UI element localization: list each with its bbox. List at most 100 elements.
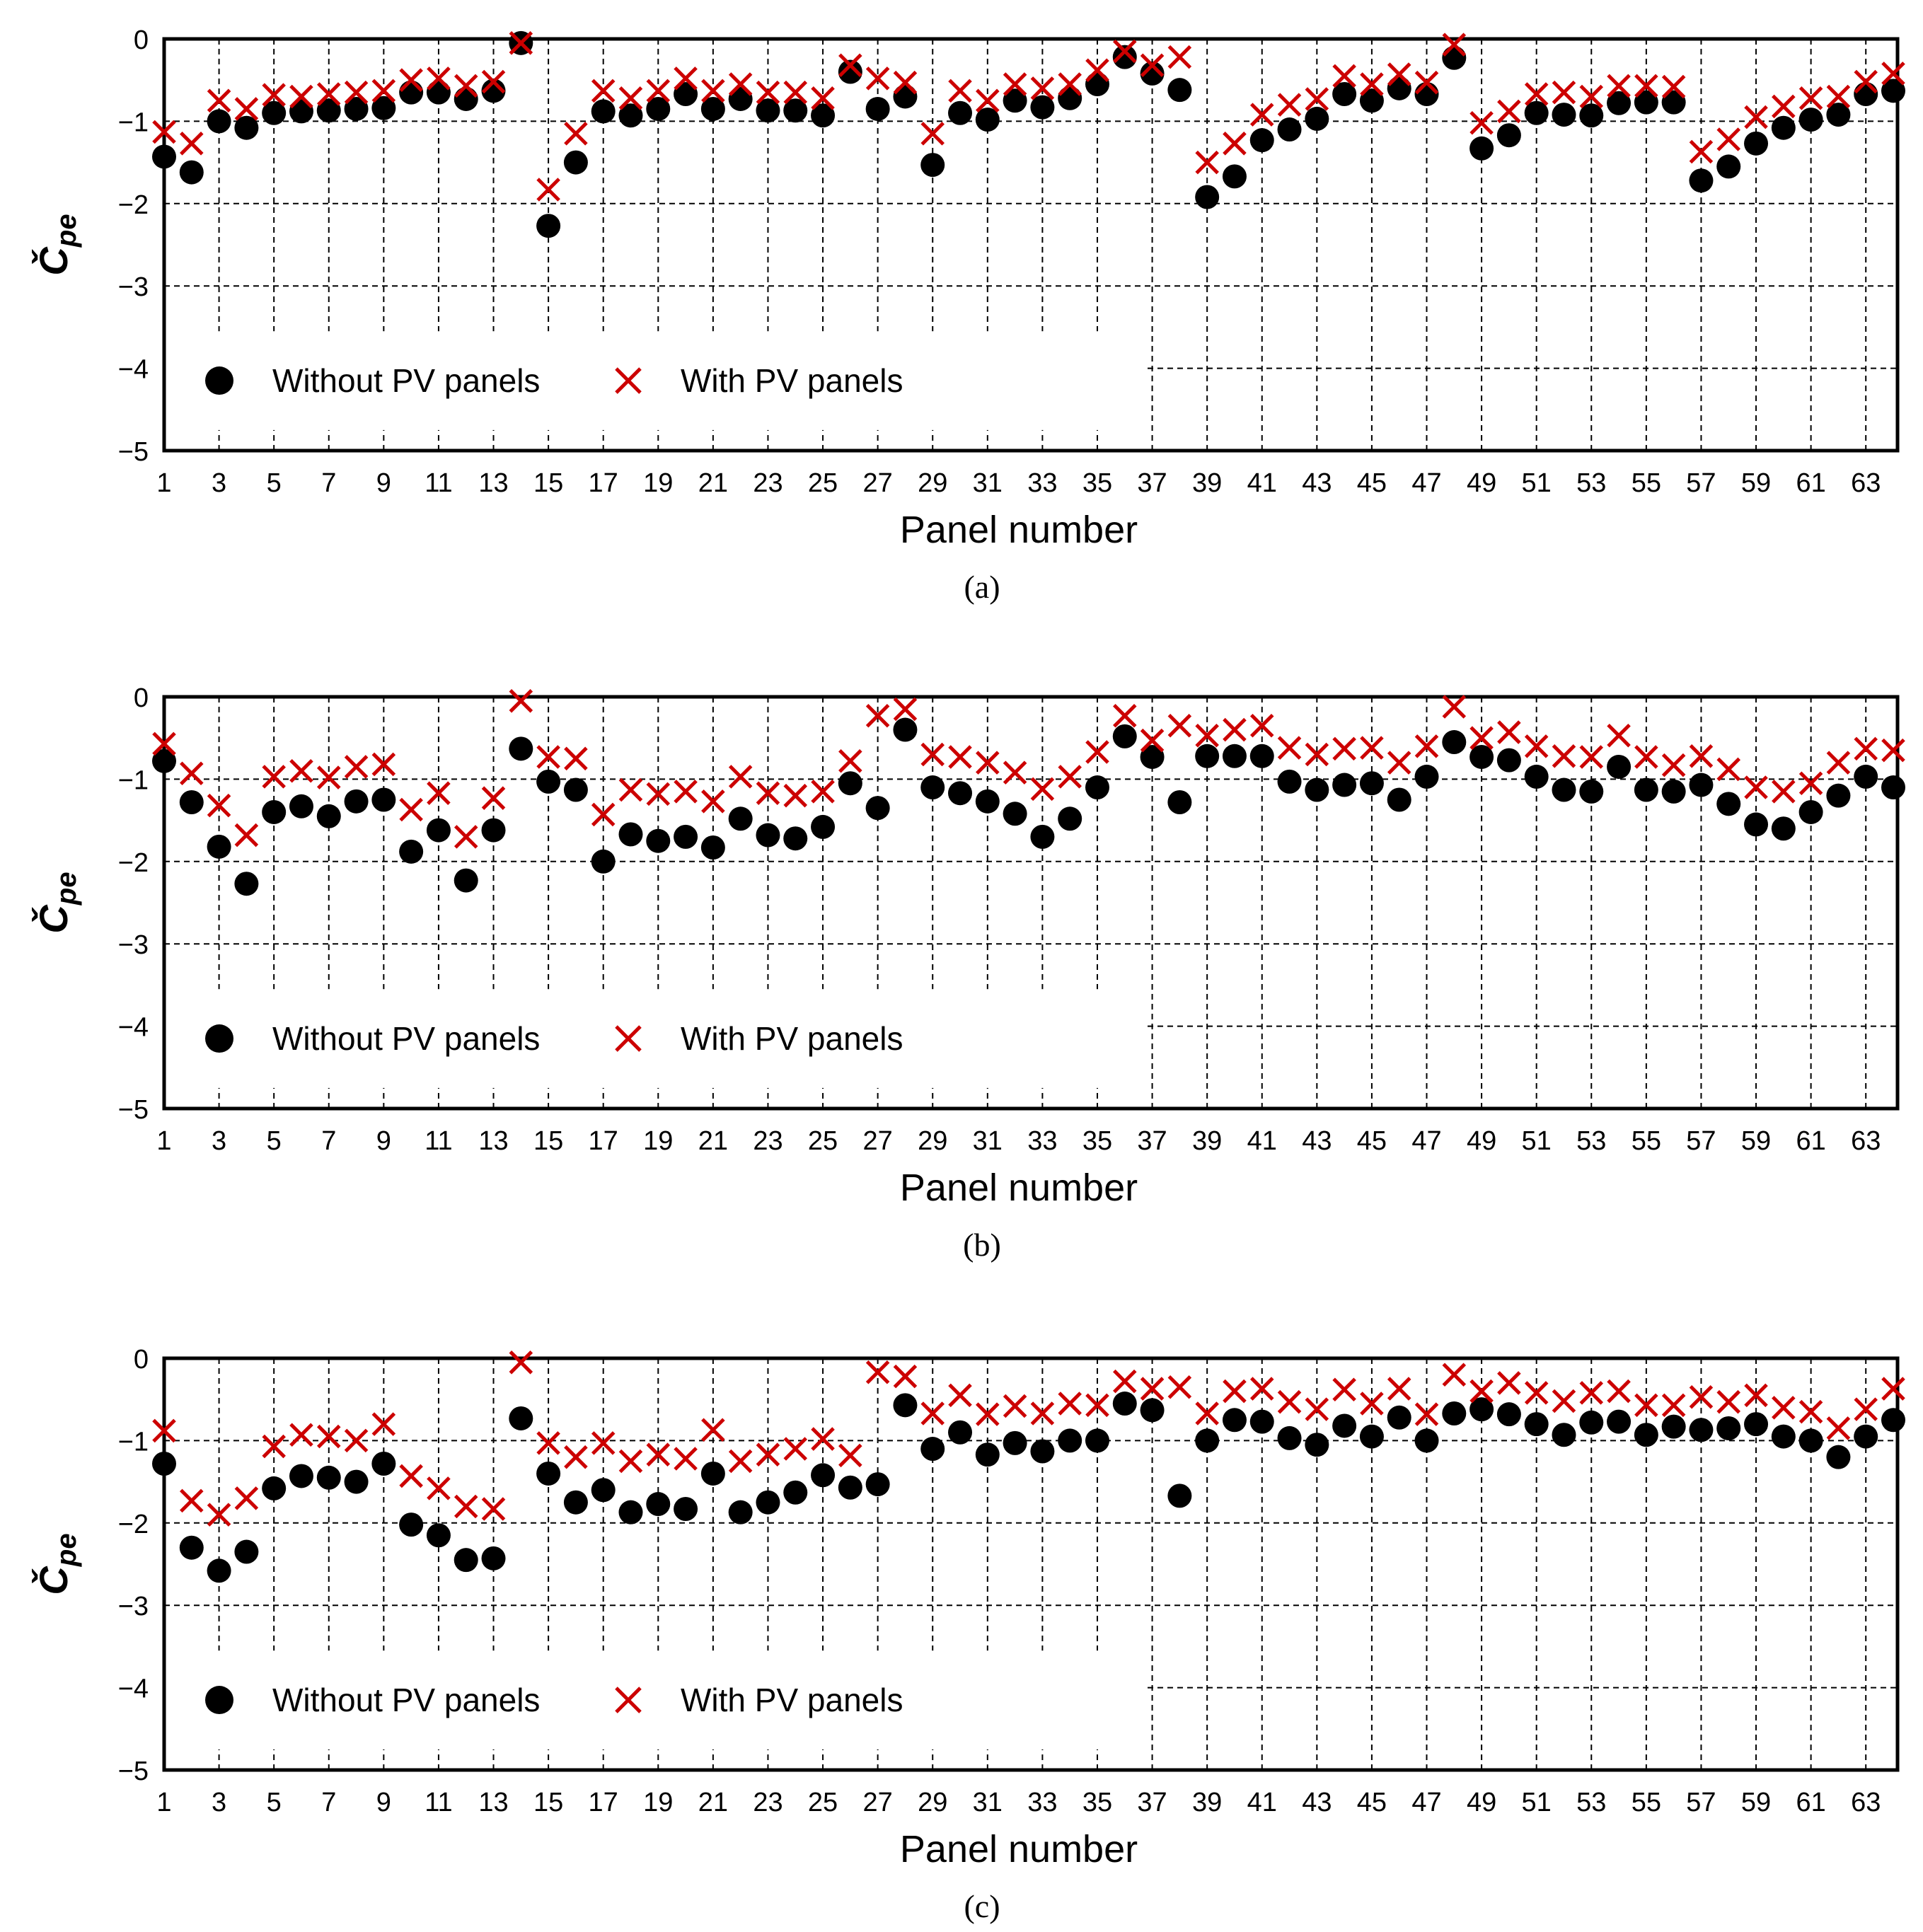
point-without-pv bbox=[948, 1420, 973, 1445]
x-axis-label: Panel number bbox=[900, 1828, 1138, 1870]
point-with-pv bbox=[1607, 723, 1631, 748]
gridlines bbox=[164, 39, 1898, 451]
point-without-pv bbox=[563, 1490, 588, 1515]
x-tick-label: 45 bbox=[1357, 1788, 1387, 1817]
point-with-pv bbox=[1798, 1399, 1823, 1424]
point-with-pv bbox=[811, 1427, 835, 1451]
point-with-pv bbox=[1140, 1377, 1165, 1401]
point-without-pv bbox=[1771, 816, 1796, 841]
point-without-pv bbox=[1359, 771, 1384, 796]
point-without-pv bbox=[1607, 754, 1632, 779]
point-without-pv bbox=[1332, 81, 1357, 106]
point-with-pv bbox=[1854, 736, 1878, 761]
point-with-pv bbox=[536, 745, 560, 769]
x-tick-label: 51 bbox=[1522, 1126, 1552, 1156]
chart-2: Without PV panels With PV panels 0 −1 −2 −3 −4… bbox=[31, 683, 1905, 1263]
point-with-pv bbox=[1744, 105, 1768, 129]
point-without-pv bbox=[700, 96, 725, 121]
point-without-pv bbox=[756, 823, 780, 848]
y-tick-label: −5 bbox=[118, 1095, 149, 1125]
x-tick-label: 21 bbox=[698, 1788, 728, 1817]
point-without-pv bbox=[1716, 1416, 1741, 1440]
point-with-pv bbox=[371, 79, 396, 103]
x-tick-label: 5 bbox=[267, 468, 282, 498]
legend-label-with-pv: With PV panels bbox=[681, 1020, 903, 1057]
point-with-pv bbox=[1716, 127, 1741, 151]
point-with-pv bbox=[976, 1402, 1000, 1426]
point-with-pv bbox=[865, 704, 890, 728]
point-with-pv bbox=[1579, 745, 1604, 769]
point-with-pv bbox=[591, 802, 616, 827]
point-without-pv bbox=[207, 834, 231, 859]
point-with-pv bbox=[564, 746, 588, 771]
plot-frame bbox=[162, 695, 1900, 1111]
point-without-pv bbox=[1140, 61, 1165, 86]
x-tick-label: 5 bbox=[267, 1126, 282, 1156]
x-tick-label: 33 bbox=[1027, 1126, 1057, 1156]
point-with-pv bbox=[1744, 1383, 1768, 1408]
point-without-pv bbox=[1826, 783, 1851, 808]
point-with-pv bbox=[920, 122, 945, 146]
point-with-pv bbox=[646, 79, 671, 103]
point-without-pv bbox=[728, 86, 753, 111]
x-tick-label: 5 bbox=[267, 1788, 282, 1817]
x-tick-label: 57 bbox=[1686, 468, 1716, 498]
point-without-pv bbox=[728, 806, 753, 831]
point-with-pv bbox=[1223, 717, 1247, 742]
point-without-pv bbox=[1771, 1424, 1796, 1449]
point-with-pv bbox=[838, 749, 862, 773]
point-without-pv bbox=[536, 1461, 561, 1486]
y-tick-label: −1 bbox=[118, 108, 149, 137]
point-without-pv bbox=[1524, 764, 1549, 789]
point-without-pv bbox=[289, 1464, 313, 1488]
x-tick-label: 9 bbox=[376, 1788, 391, 1817]
point-with-pv bbox=[1689, 139, 1714, 164]
x-tick-label: 49 bbox=[1467, 468, 1496, 498]
x-tick-label: 55 bbox=[1632, 1126, 1661, 1156]
point-with-pv bbox=[1689, 1384, 1714, 1409]
legend-background bbox=[167, 989, 1143, 1088]
point-without-pv bbox=[1442, 1401, 1467, 1425]
point-with-pv bbox=[1167, 1375, 1192, 1399]
y-axis-label-main: Č bbox=[31, 1566, 76, 1595]
point-without-pv bbox=[865, 96, 890, 121]
x-tick-label: 51 bbox=[1522, 1788, 1552, 1817]
y-axis-label-subscript: pe bbox=[51, 872, 82, 906]
point-with-pv bbox=[427, 66, 451, 91]
point-with-pv bbox=[1249, 713, 1274, 738]
point-with-pv bbox=[1826, 751, 1851, 775]
x-tick-label: 25 bbox=[808, 1126, 838, 1156]
plot-frame bbox=[162, 1356, 1900, 1772]
point-with-pv bbox=[1195, 1401, 1219, 1425]
point-with-pv bbox=[427, 1476, 451, 1500]
point-without-pv bbox=[1195, 1428, 1220, 1453]
point-without-pv bbox=[316, 98, 341, 123]
y-tick-label: −3 bbox=[118, 1592, 149, 1621]
point-without-pv bbox=[838, 1475, 862, 1500]
point-with-pv bbox=[1798, 86, 1823, 110]
point-with-pv bbox=[316, 82, 341, 106]
legend-label-without-pv: Without PV panels bbox=[272, 1020, 540, 1057]
point-without-pv bbox=[1387, 76, 1411, 100]
point-without-pv bbox=[893, 717, 918, 742]
point-with-pv bbox=[316, 1424, 341, 1449]
x-tick-label: 61 bbox=[1796, 1126, 1825, 1156]
y-tick-label: −4 bbox=[118, 355, 149, 385]
x-tick-label: 7 bbox=[321, 468, 336, 498]
point-with-pv bbox=[1113, 704, 1137, 728]
x-tick-label: 59 bbox=[1741, 1788, 1771, 1817]
point-without-pv bbox=[591, 1478, 616, 1503]
point-with-pv bbox=[591, 1431, 616, 1455]
point-with-pv bbox=[1277, 736, 1302, 760]
point-without-pv bbox=[1881, 79, 1905, 103]
point-without-pv bbox=[1305, 106, 1329, 131]
series-without-pv bbox=[152, 1392, 1905, 1583]
point-with-pv bbox=[1772, 780, 1796, 804]
point-with-pv bbox=[674, 66, 698, 91]
x-tick-label: 29 bbox=[918, 468, 947, 498]
point-with-pv bbox=[1085, 1393, 1109, 1418]
point-with-pv bbox=[811, 780, 835, 804]
x-tick-label: 11 bbox=[425, 468, 452, 498]
x-tick-label: 55 bbox=[1632, 468, 1661, 498]
point-with-pv bbox=[371, 752, 396, 777]
